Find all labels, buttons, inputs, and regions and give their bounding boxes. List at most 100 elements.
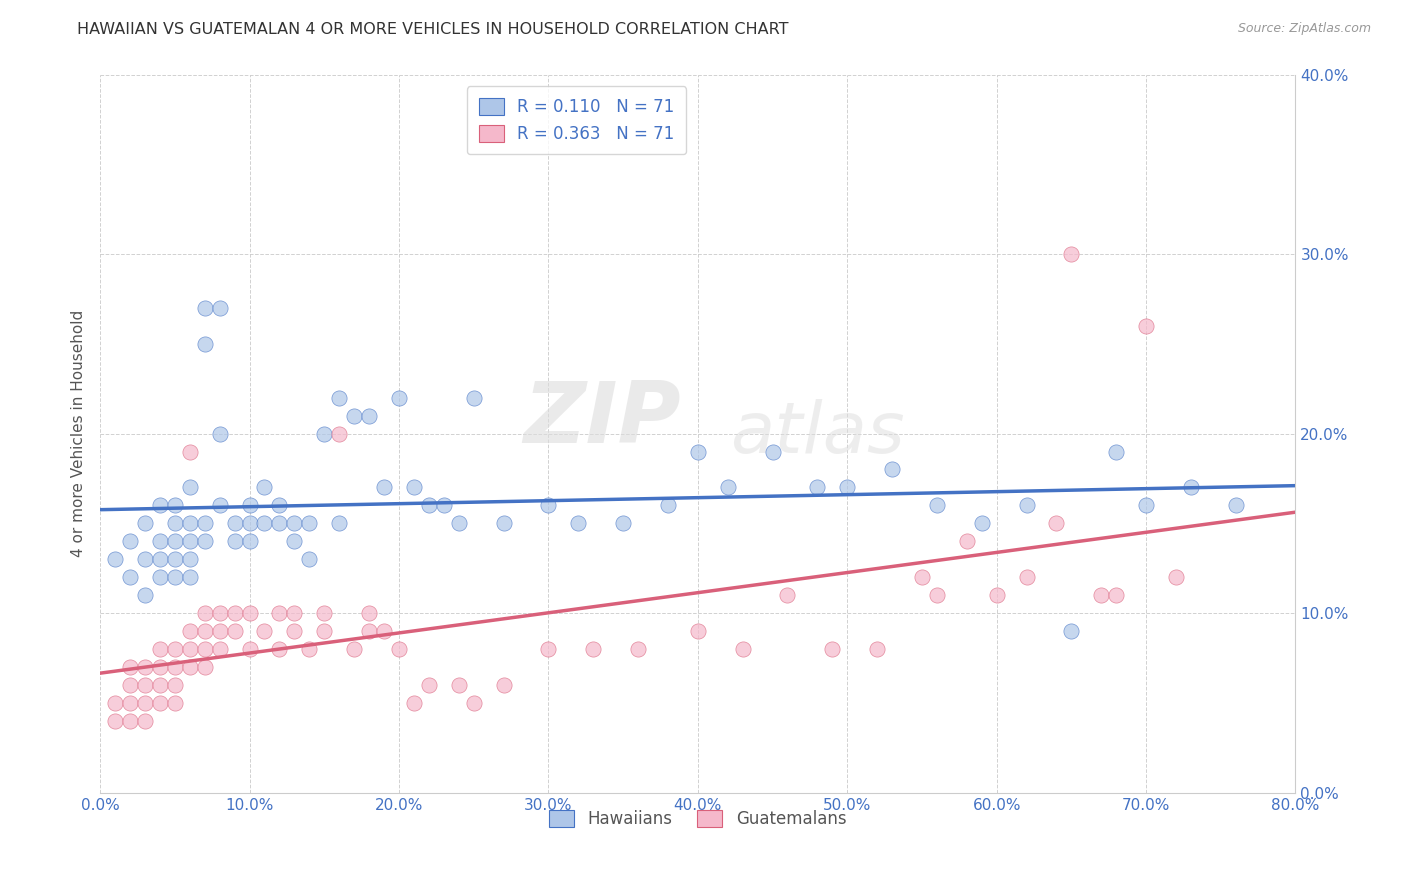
Point — [1180, 480, 1202, 494]
Point — [149, 534, 172, 549]
Legend: Hawaiians, Guatemalans: Hawaiians, Guatemalans — [543, 803, 853, 835]
Point — [194, 516, 217, 531]
Point — [1015, 499, 1038, 513]
Point — [134, 714, 156, 728]
Point — [163, 534, 186, 549]
Point — [118, 534, 141, 549]
Point — [283, 624, 305, 638]
Text: Source: ZipAtlas.com: Source: ZipAtlas.com — [1237, 22, 1371, 36]
Point — [149, 552, 172, 566]
Point — [298, 516, 321, 531]
Point — [269, 606, 291, 620]
Point — [179, 570, 201, 584]
Point — [238, 499, 260, 513]
Point — [1060, 624, 1083, 638]
Text: HAWAIIAN VS GUATEMALAN 4 OR MORE VEHICLES IN HOUSEHOLD CORRELATION CHART: HAWAIIAN VS GUATEMALAN 4 OR MORE VEHICLE… — [77, 22, 789, 37]
Point — [925, 588, 948, 602]
Point — [238, 606, 260, 620]
Point — [118, 696, 141, 710]
Point — [208, 301, 231, 315]
Point — [298, 552, 321, 566]
Point — [298, 642, 321, 657]
Point — [402, 696, 425, 710]
Point — [208, 499, 231, 513]
Point — [163, 642, 186, 657]
Point — [179, 642, 201, 657]
Point — [970, 516, 993, 531]
Point — [163, 678, 186, 692]
Point — [194, 534, 217, 549]
Point — [537, 499, 560, 513]
Point — [134, 678, 156, 692]
Point — [1135, 499, 1157, 513]
Point — [418, 499, 440, 513]
Point — [224, 516, 246, 531]
Point — [149, 660, 172, 674]
Point — [343, 642, 366, 657]
Point — [866, 642, 889, 657]
Point — [343, 409, 366, 423]
Point — [163, 696, 186, 710]
Point — [1164, 570, 1187, 584]
Point — [1105, 444, 1128, 458]
Point — [194, 336, 217, 351]
Text: ZIP: ZIP — [523, 377, 681, 461]
Point — [1105, 588, 1128, 602]
Point — [373, 624, 395, 638]
Point — [314, 606, 336, 620]
Point — [253, 480, 276, 494]
Point — [163, 516, 186, 531]
Point — [179, 660, 201, 674]
Point — [224, 606, 246, 620]
Point — [179, 444, 201, 458]
Point — [806, 480, 828, 494]
Point — [179, 534, 201, 549]
Point — [776, 588, 799, 602]
Point — [179, 624, 201, 638]
Point — [359, 624, 381, 638]
Point — [1060, 247, 1083, 261]
Point — [402, 480, 425, 494]
Point — [194, 606, 217, 620]
Point — [956, 534, 979, 549]
Point — [328, 391, 350, 405]
Point — [269, 499, 291, 513]
Text: atlas: atlas — [730, 399, 904, 468]
Point — [492, 678, 515, 692]
Point — [1135, 318, 1157, 333]
Point — [134, 696, 156, 710]
Point — [163, 570, 186, 584]
Point — [925, 499, 948, 513]
Point — [253, 624, 276, 638]
Point — [911, 570, 934, 584]
Point — [253, 516, 276, 531]
Point — [418, 678, 440, 692]
Point — [134, 660, 156, 674]
Point — [314, 624, 336, 638]
Point — [194, 660, 217, 674]
Point — [1015, 570, 1038, 584]
Point — [821, 642, 844, 657]
Point — [208, 624, 231, 638]
Point — [238, 642, 260, 657]
Point — [388, 642, 411, 657]
Point — [118, 678, 141, 692]
Point — [283, 534, 305, 549]
Point — [179, 552, 201, 566]
Point — [208, 426, 231, 441]
Point — [208, 642, 231, 657]
Point — [537, 642, 560, 657]
Point — [163, 660, 186, 674]
Point — [269, 516, 291, 531]
Point — [194, 624, 217, 638]
Point — [224, 624, 246, 638]
Point — [269, 642, 291, 657]
Point — [463, 696, 485, 710]
Point — [359, 606, 381, 620]
Point — [463, 391, 485, 405]
Point — [238, 534, 260, 549]
Point — [447, 678, 470, 692]
Point — [582, 642, 605, 657]
Point — [1045, 516, 1067, 531]
Point — [686, 624, 709, 638]
